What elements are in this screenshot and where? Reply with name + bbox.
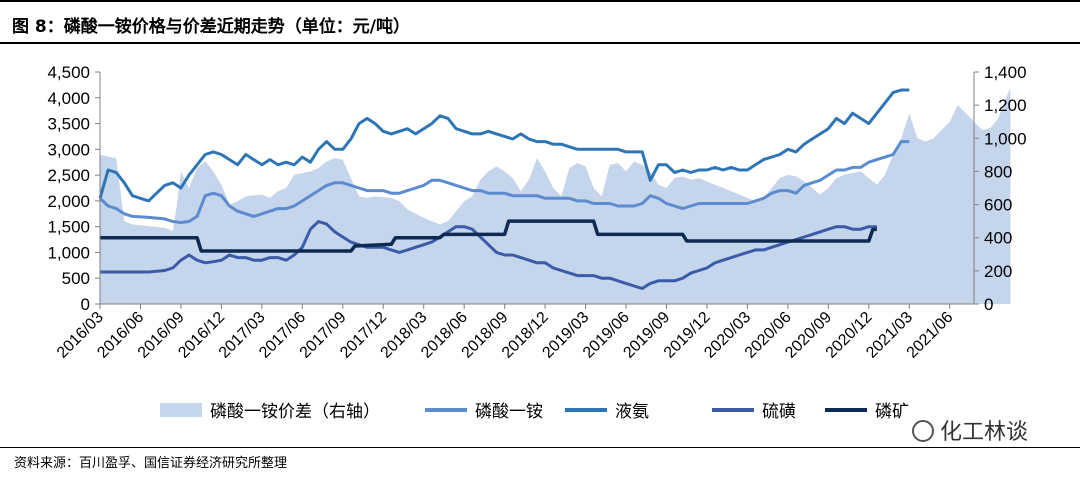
legend-item-5: 磷矿 — [825, 402, 909, 421]
series-2-line — [98, 140, 910, 224]
series-4-line — [100, 220, 877, 290]
y-right-tick-label: 600 — [984, 196, 1012, 215]
chart-title: 图 8：磷酸一铵价格与价差近期走势（单位：元/吨） — [12, 17, 410, 37]
y-right-tick-label: 200 — [984, 262, 1012, 281]
y-right-tick-label: 0 — [984, 295, 993, 314]
wechat-icon — [912, 420, 934, 442]
y-right-tick-label: 1,400 — [984, 63, 1027, 82]
legend-item-3-label: 液氨 — [615, 402, 649, 421]
y-left-tick-label: 4,500 — [47, 63, 90, 82]
legend-item-2: 磷酸一铵 — [425, 402, 543, 421]
series-5-line — [100, 219, 877, 253]
legend-item-3: 液氨 — [565, 402, 649, 421]
y-left-tick-label: 0 — [81, 295, 90, 314]
legend-item-2-label: 磷酸一铵 — [475, 402, 543, 421]
chart: 0 500 1,000 1,500 2,000 2,500 3,000 3,500 4,000 4… — [47, 63, 1027, 421]
legend-item-1-swatch — [160, 403, 202, 417]
title-bar: 图 8：磷酸一铵价格与价差近期走势（单位：元/吨） — [0, 0, 1080, 44]
legend-item-1: 磷酸一铵价差（右轴） — [160, 402, 380, 421]
y-left-tick-label: 2,000 — [47, 192, 90, 211]
y-left-tick-label: 3,500 — [47, 115, 90, 134]
y-right-tick-label: 1,000 — [984, 129, 1027, 148]
series-3-line — [98, 88, 910, 203]
bottom-rule — [0, 447, 1080, 448]
y-left-tick-label: 3,000 — [47, 140, 90, 159]
y-left-tick-label: 500 — [62, 269, 90, 288]
y-right-tick-label: 800 — [984, 162, 1012, 181]
y-left-tick-label: 4,000 — [47, 89, 90, 108]
legend-item-1-label: 磷酸一铵价差（右轴） — [210, 402, 380, 421]
legend-item-4-label: 硫磺 — [762, 402, 796, 421]
legend-item-4: 硫磺 — [712, 402, 796, 421]
lines-layer — [98, 88, 910, 290]
watermark: 化工林谈 — [912, 414, 1028, 446]
y-right-tick-label: 400 — [984, 229, 1012, 248]
series-1-area — [100, 88, 1011, 304]
area-layer — [100, 88, 1011, 304]
legend-item-5-label: 磷矿 — [875, 402, 909, 421]
y-right-tick-label: 1,200 — [984, 96, 1027, 115]
watermark-text: 化工林谈 — [940, 420, 1029, 445]
y-left-tick-label: 1,000 — [47, 243, 90, 262]
y-left-tick-label: 2,500 — [47, 166, 90, 185]
y-left-tick-label: 1,500 — [47, 218, 90, 237]
source-note: 资料来源：百川盈孚、国信证券经济研究所整理 — [14, 456, 288, 471]
legend: 磷酸一铵价差（右轴） 磷酸一铵 液氨 硫磺 磷矿 — [160, 402, 909, 421]
